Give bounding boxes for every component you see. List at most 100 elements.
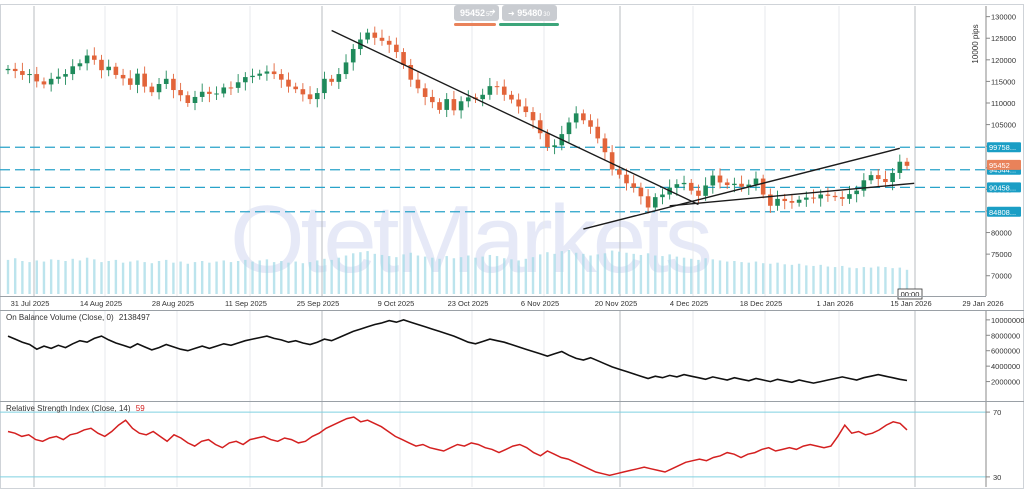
obv-panel[interactable]: 2000000 4000000 6000000 8000000 10000000 On … — [6, 311, 1024, 401]
level-tag — [987, 206, 1021, 217]
price-tick-label: 120000 — [991, 56, 1016, 65]
candle-body — [199, 91, 205, 97]
volume-bar — [229, 262, 233, 294]
volume-bar — [776, 262, 779, 294]
volume-bar — [215, 261, 218, 294]
candle-body — [77, 63, 83, 67]
candle-body — [811, 197, 816, 199]
x-tick-label: 28 Aug 2025 — [152, 299, 194, 308]
candle-body — [782, 198, 788, 202]
rsi-title-text: Relative Strength Index (Close, 14) — [6, 404, 131, 413]
candle-body — [660, 194, 665, 198]
price-tick-label: 70000 — [991, 272, 1012, 281]
volume-bar — [186, 263, 189, 294]
volume-bar — [179, 261, 182, 294]
candle-body — [41, 81, 47, 85]
candle-body — [63, 74, 68, 77]
volume-bar — [682, 257, 686, 294]
volume-bar — [790, 264, 794, 294]
candle-body — [293, 86, 298, 90]
trendline[interactable] — [331, 29, 699, 206]
volume-bar — [589, 255, 592, 294]
candle-body — [451, 99, 457, 111]
price-tick-label: 110000 — [991, 99, 1015, 108]
volume-bar — [546, 252, 549, 294]
candle-body — [127, 78, 133, 85]
candle-body — [422, 88, 428, 97]
candle-body — [250, 75, 255, 78]
volume-bar — [337, 257, 341, 294]
candle-body — [681, 182, 687, 185]
candle-body — [753, 178, 759, 185]
level-tag-label: 99758... — [989, 143, 1016, 152]
candle-body — [235, 82, 241, 88]
candle-body — [156, 84, 162, 93]
candle-body — [228, 87, 234, 89]
candle-body — [178, 90, 183, 96]
x-tick-label: 15 Jan 2026 — [890, 299, 931, 308]
volume-bar — [193, 262, 197, 294]
trendline[interactable] — [583, 147, 900, 230]
trendline[interactable] — [669, 182, 915, 207]
trendlines[interactable] — [331, 29, 915, 230]
obv-tick-label: 6000000 — [991, 347, 1020, 356]
candle-body — [185, 95, 191, 103]
candle-body — [437, 102, 442, 110]
candle-body — [652, 197, 658, 208]
volume-bar — [294, 261, 297, 294]
volume-bar — [459, 257, 463, 294]
candle-body — [314, 93, 320, 100]
volume-bar — [136, 260, 139, 294]
volume-bar — [596, 254, 599, 294]
buy-button[interactable]: ➜ 9548030 — [502, 5, 557, 21]
candle-body — [113, 66, 119, 75]
candle-body — [84, 55, 90, 64]
volume-bar — [826, 266, 830, 294]
level-tag-label: 90458... — [989, 183, 1016, 192]
candle-body — [243, 77, 248, 83]
volume-bar — [13, 258, 17, 294]
rsi-title: Relative Strength Index (Close, 14) 59 — [6, 404, 145, 413]
candle-body — [286, 79, 291, 87]
volume-bar — [85, 257, 89, 294]
level-tag-label: 94544... — [989, 166, 1016, 175]
volume-bar — [524, 258, 528, 294]
price-panel[interactable]: 7000075000800008500090000950001000001050… — [0, 6, 1021, 300]
volume-bar — [726, 261, 729, 294]
candle-body — [5, 68, 11, 71]
volume-bar — [675, 256, 679, 294]
candle-body — [804, 197, 809, 200]
volume-bar — [165, 259, 168, 294]
volume-bar — [344, 255, 348, 294]
candle-body — [307, 94, 313, 100]
candle-body — [487, 86, 493, 95]
volume-bar — [855, 268, 858, 294]
x-tick-label: 18 Dec 2025 — [740, 299, 783, 308]
candle-body — [163, 78, 169, 84]
volume-bar — [488, 254, 492, 294]
volume-bar — [431, 257, 434, 294]
volume-bar — [49, 259, 53, 294]
candle-body — [386, 40, 392, 45]
sell-suffix: 50 — [486, 12, 493, 18]
volume-bar — [898, 267, 902, 294]
candle-body — [796, 199, 802, 203]
volume-bar — [632, 253, 635, 294]
candle-body — [415, 79, 421, 89]
candle-body — [545, 133, 550, 148]
volume-bar — [697, 259, 700, 294]
price-tick-label: 125000 — [991, 34, 1016, 43]
candle-body — [27, 74, 32, 76]
volume-bar — [805, 265, 808, 294]
volume-bar — [6, 259, 10, 294]
candle-body — [509, 94, 514, 100]
sell-button[interactable]: 9545250 — [454, 5, 499, 21]
rsi-panel[interactable]: 30 70 Relative Strength Index (Close, 14)… — [0, 402, 1001, 487]
candle-body — [883, 179, 888, 183]
candle-body — [430, 96, 435, 103]
volume-bar — [222, 260, 225, 294]
volume-bar — [272, 262, 276, 294]
level-tag — [987, 142, 1021, 153]
candle-body — [264, 71, 270, 74]
